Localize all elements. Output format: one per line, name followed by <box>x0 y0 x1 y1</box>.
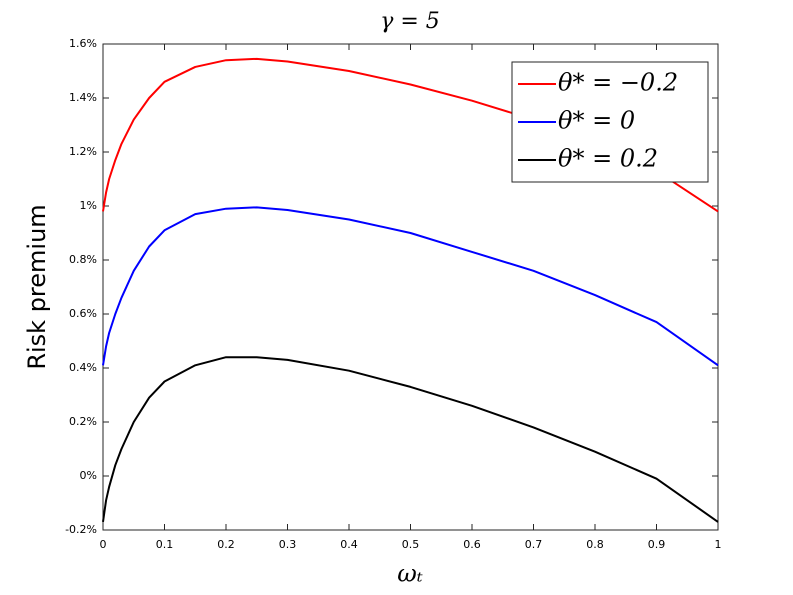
x-tick-label: 0.3 <box>279 538 297 551</box>
y-axis-label: Risk premium <box>23 204 51 369</box>
y-tick-label: 0.6% <box>69 307 97 320</box>
x-tick-label: 0.2 <box>217 538 235 551</box>
y-tick-label: 0.8% <box>69 253 97 266</box>
legend-label: θ* = −0.2 <box>558 69 678 97</box>
y-tick-label: 0.4% <box>69 361 97 374</box>
x-tick-label: 0.6 <box>463 538 481 551</box>
legend-label: θ* = 0.2 <box>558 145 658 173</box>
x-tick-label: 0.1 <box>156 538 174 551</box>
x-tick-label: 0.4 <box>340 538 358 551</box>
x-tick-label: 1 <box>715 538 722 551</box>
x-axis-label: ωₜ <box>397 560 423 588</box>
x-tick-label: 0.8 <box>586 538 604 551</box>
x-tick-label: 0.5 <box>402 538 420 551</box>
y-tick-label: 0.2% <box>69 415 97 428</box>
y-tick-label: 1.4% <box>69 91 97 104</box>
series-line <box>102 206 719 367</box>
y-tick-label: 0% <box>80 469 97 482</box>
y-tick-label: 1.6% <box>69 37 97 50</box>
x-tick-label: 0 <box>100 538 107 551</box>
x-tick-label: 0.9 <box>648 538 666 551</box>
y-tick-label: 1.2% <box>69 145 97 158</box>
legend-label: θ* = 0 <box>558 107 635 135</box>
x-tick-label: 0.7 <box>525 538 543 551</box>
chart-title: γ = 5 <box>380 9 440 34</box>
y-tick-label: -0.2% <box>65 523 97 536</box>
series-line <box>102 356 719 523</box>
y-tick-label: 1% <box>80 199 97 212</box>
